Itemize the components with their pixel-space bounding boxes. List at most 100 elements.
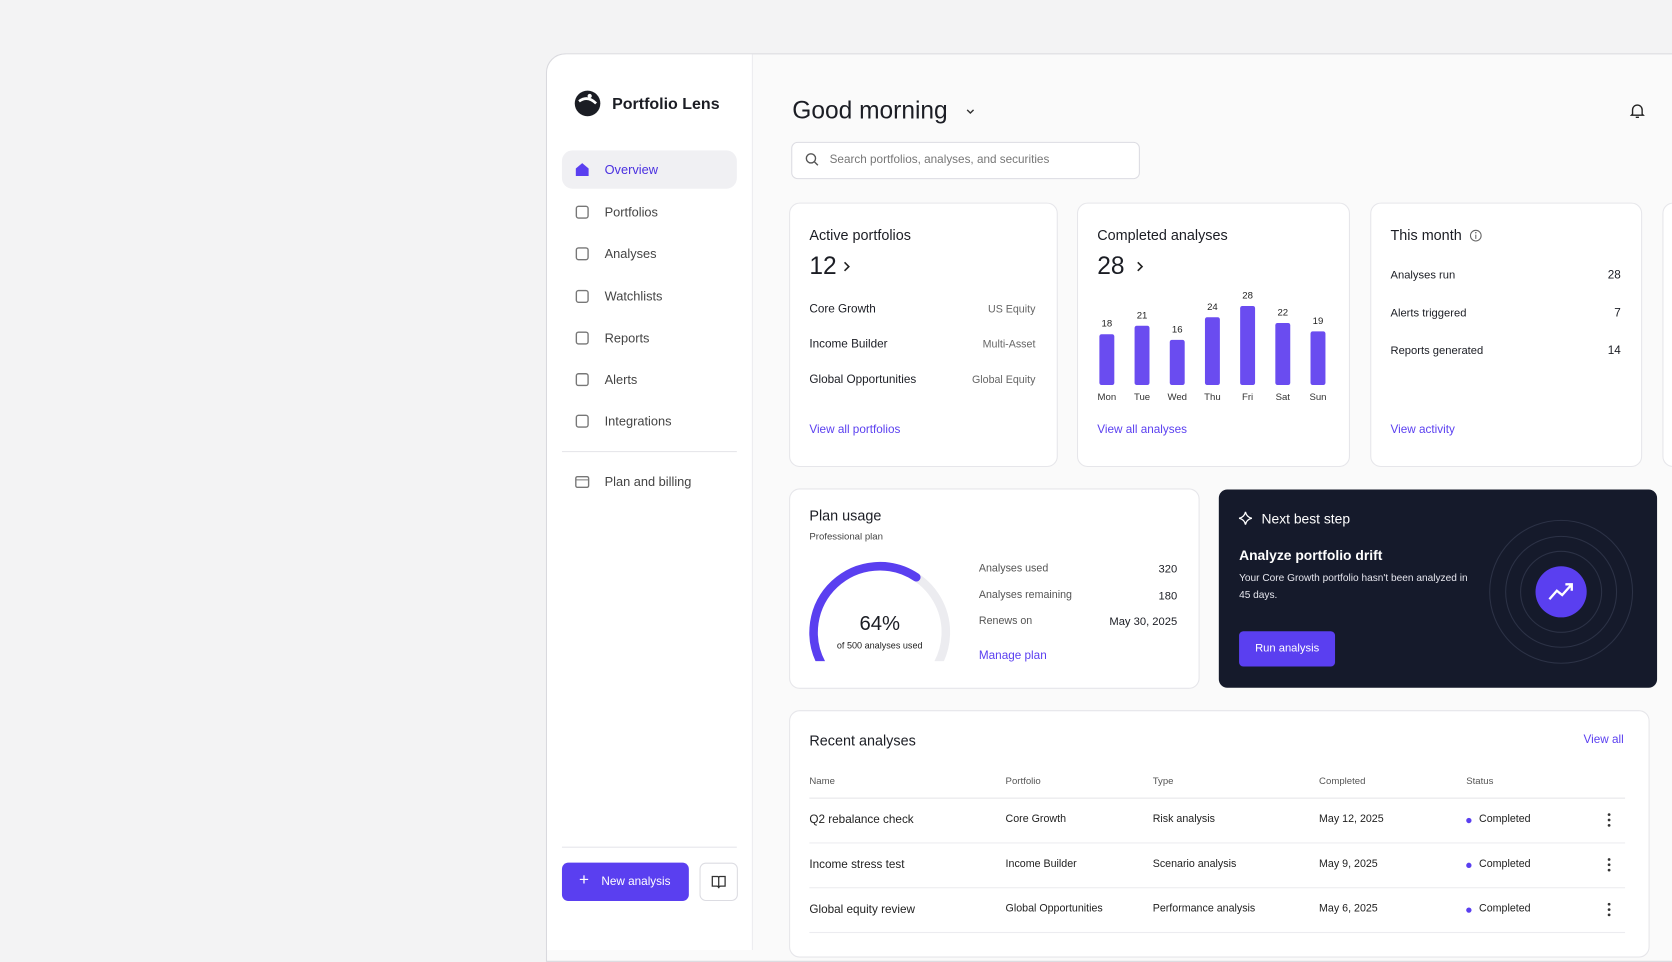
bar	[1169, 339, 1185, 385]
page: Portfolio Lens Overview Portfolios Analyses…	[545, 53, 1672, 962]
status-dot	[1466, 907, 1472, 913]
table-cell[interactable]: Income stress test	[809, 858, 905, 872]
button-label: New analysis	[601, 875, 671, 889]
nav-item[interactable]: Watchlists	[604, 288, 663, 304]
table-cell: May 9, 2025	[1319, 858, 1378, 871]
card-title: Recent analyses	[809, 732, 916, 749]
table-cell: Risk analysis	[1152, 813, 1215, 826]
usage-label: Analyses remaining	[978, 589, 1072, 601]
table-cell: Completed	[1478, 813, 1531, 826]
portfolio-name: Global Opportunities	[809, 373, 917, 387]
bar-chart: 18 Mon 21 Tue 16 Wed 24 Thu 28 Fri 22 Sat 19 Sun	[1098, 291, 1327, 403]
link[interactable]: View all	[1583, 733, 1624, 747]
x-tick-label: Tue	[1134, 392, 1150, 403]
sparkle-icon	[1238, 511, 1253, 525]
x-tick-label: Thu	[1204, 392, 1221, 403]
stat-value: 28	[1607, 268, 1621, 282]
link[interactable]: View all portfolios	[809, 423, 901, 437]
nav-item[interactable]: Portfolios	[604, 204, 658, 220]
column-header: Portfolio	[1005, 775, 1041, 786]
link[interactable]: View activity	[1390, 423, 1455, 437]
table-cell: Completed	[1478, 858, 1531, 871]
column-header: Type	[1152, 775, 1174, 786]
stat-label: Alerts triggered	[1390, 306, 1467, 320]
nav-icon	[575, 414, 589, 428]
billing-icon	[575, 475, 590, 489]
table-cell: May 6, 2025	[1319, 903, 1378, 915]
count[interactable]: 28	[1097, 251, 1125, 280]
stat-value: 7	[1614, 306, 1621, 320]
column-header: Name	[809, 775, 835, 786]
portfolio-type: Multi-Asset	[982, 339, 1036, 351]
table-cell: Scenario analysis	[1152, 858, 1237, 871]
x-tick-label: Sun	[1309, 392, 1326, 403]
card-title: Plan usage	[809, 507, 882, 524]
nav-item[interactable]: Alerts	[604, 372, 638, 388]
x-tick-label: Mon	[1098, 392, 1117, 403]
bar-label: 18	[1102, 319, 1113, 330]
card-edge	[1662, 202, 1672, 468]
bar-label: 22	[1277, 307, 1288, 318]
info-icon	[1469, 229, 1482, 242]
book-icon	[711, 875, 726, 889]
nav-item[interactable]: Analyses	[604, 246, 657, 262]
run-button[interactable]: Run analysis	[1239, 631, 1336, 667]
row-menu[interactable]	[1605, 902, 1614, 917]
stat-label: Analyses run	[1390, 268, 1456, 282]
nav-item[interactable]: Integrations	[604, 413, 672, 429]
next-body: Your Core Growth portfolio hasn't been a…	[1239, 572, 1468, 602]
next-title: Analyze portfolio drift	[1239, 547, 1383, 564]
search-placeholder: Search portfolios, analyses, and securit…	[829, 153, 1050, 167]
bar	[1134, 325, 1150, 385]
table-cell: Completed	[1478, 903, 1531, 915]
nav-icon	[575, 163, 589, 176]
row-divider	[809, 931, 1626, 934]
greeting[interactable]: Good morning	[792, 95, 948, 124]
status-dot	[1466, 862, 1472, 868]
bar	[1099, 334, 1115, 385]
bar-label: 28	[1242, 291, 1253, 302]
link[interactable]: View all analyses	[1097, 423, 1188, 437]
plus: +	[579, 871, 589, 890]
nav-active-bg	[561, 150, 737, 189]
bar-label: 21	[1137, 310, 1148, 321]
link[interactable]: Manage plan	[978, 649, 1047, 663]
nav-item[interactable]: Overview	[604, 162, 658, 178]
bar-label: 16	[1172, 324, 1183, 335]
table-cell: Income Builder	[1005, 858, 1077, 871]
stat-value: 14	[1607, 344, 1621, 358]
row-menu[interactable]	[1605, 857, 1614, 872]
table-cell[interactable]: Q2 rebalance check	[809, 813, 914, 827]
status-dot	[1466, 817, 1472, 824]
gauge-caption: of 500 analyses used	[836, 639, 923, 651]
table-cell: Performance analysis	[1152, 903, 1256, 915]
count[interactable]: 12	[809, 251, 837, 280]
x-tick-label: Sat	[1276, 392, 1291, 403]
stage: Portfolio Lens Overview Portfolios Analyses…	[545, 53, 1672, 962]
gauge-value: 64%	[859, 613, 900, 636]
nav-item[interactable]: Plan and billing	[604, 474, 692, 490]
x-tick-label: Fri	[1242, 392, 1253, 403]
card	[1370, 202, 1643, 468]
chevron	[966, 109, 975, 115]
table-cell[interactable]: Global equity review	[809, 903, 915, 916]
bar	[1204, 317, 1220, 385]
row-menu[interactable]	[1605, 813, 1614, 828]
search-box[interactable]: Search portfolios, analyses, and securit…	[791, 141, 1140, 180]
button-label: Run analysis	[1255, 641, 1320, 655]
nav-icon	[575, 205, 589, 219]
x-tick-label: Wed	[1167, 392, 1187, 403]
card	[789, 710, 1650, 958]
usage-value: 320	[1158, 563, 1178, 576]
new-analysis-button[interactable]: + New analysis	[561, 862, 689, 902]
nav-item[interactable]: Reports	[604, 330, 650, 346]
nav-icon	[575, 331, 589, 345]
plan-name: Professional plan	[809, 531, 883, 542]
row-divider	[809, 797, 1626, 799]
table-cell: May 12, 2025	[1319, 813, 1384, 826]
portfolio-type: Global Equity	[971, 374, 1036, 387]
nav-icon	[575, 373, 589, 387]
bar-label: 24	[1207, 302, 1218, 313]
usage-value: May 30, 2025	[1109, 615, 1178, 629]
bar	[1240, 306, 1256, 385]
